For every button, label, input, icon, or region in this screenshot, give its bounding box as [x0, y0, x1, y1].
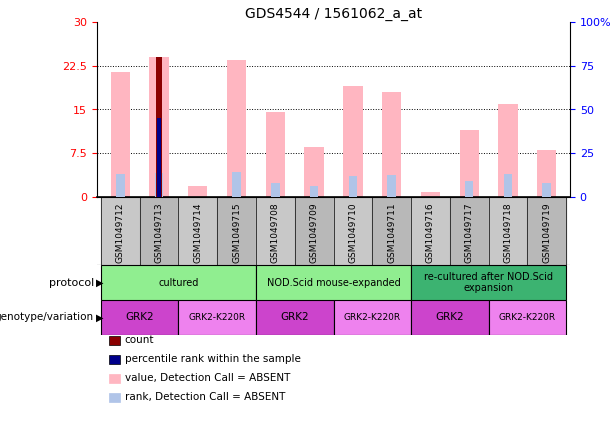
Bar: [543, 183, 551, 197]
Text: GSM1049710: GSM1049710: [348, 203, 357, 263]
Bar: [411, 300, 489, 335]
Text: GSM1049714: GSM1049714: [193, 203, 202, 263]
Bar: [150, 57, 169, 197]
Text: cultured: cultured: [158, 277, 199, 288]
Text: rank, Detection Call = ABSENT: rank, Detection Call = ABSENT: [124, 392, 285, 402]
Text: ▶: ▶: [96, 277, 103, 288]
Bar: [154, 173, 163, 197]
Text: count: count: [124, 335, 154, 345]
Bar: [110, 71, 130, 197]
Bar: [227, 60, 246, 197]
Bar: [382, 92, 402, 197]
Bar: [188, 187, 207, 197]
Text: GRK2-K220R: GRK2-K220R: [189, 313, 246, 322]
Text: re-cultured after NOD.Scid
expansion: re-cultured after NOD.Scid expansion: [424, 272, 553, 293]
Bar: [232, 173, 241, 197]
Text: genotype/variation: genotype/variation: [0, 313, 94, 322]
Bar: [372, 197, 411, 265]
Bar: [295, 197, 333, 265]
Bar: [157, 118, 161, 197]
Bar: [305, 148, 324, 197]
Text: GSM1049717: GSM1049717: [465, 203, 474, 263]
Bar: [411, 265, 566, 300]
Bar: [101, 265, 256, 300]
Bar: [333, 300, 411, 335]
Bar: [101, 300, 178, 335]
Bar: [527, 197, 566, 265]
Text: GSM1049718: GSM1049718: [503, 203, 512, 263]
Bar: [256, 300, 333, 335]
Text: GRK2: GRK2: [280, 313, 309, 322]
Text: GRK2-K220R: GRK2-K220R: [499, 313, 556, 322]
Bar: [256, 265, 411, 300]
Text: ▶: ▶: [96, 313, 103, 322]
Bar: [271, 183, 280, 197]
Bar: [450, 197, 489, 265]
Text: GRK2: GRK2: [125, 313, 154, 322]
Bar: [178, 300, 256, 335]
Text: GSM1049709: GSM1049709: [310, 203, 319, 263]
Bar: [460, 130, 479, 197]
Bar: [489, 300, 566, 335]
Text: GSM1049716: GSM1049716: [426, 203, 435, 263]
Bar: [343, 86, 362, 197]
Bar: [489, 197, 527, 265]
Bar: [116, 174, 124, 197]
Text: value, Detection Call = ABSENT: value, Detection Call = ABSENT: [124, 373, 290, 383]
Bar: [265, 113, 285, 197]
Text: protocol: protocol: [48, 277, 94, 288]
Text: GRK2: GRK2: [435, 313, 464, 322]
Bar: [140, 197, 178, 265]
Bar: [310, 186, 318, 197]
Bar: [178, 197, 217, 265]
Text: GSM1049712: GSM1049712: [116, 203, 125, 263]
Bar: [217, 197, 256, 265]
Bar: [421, 192, 440, 197]
Text: GRK2-K220R: GRK2-K220R: [344, 313, 401, 322]
Bar: [537, 150, 557, 197]
Bar: [349, 176, 357, 197]
Text: NOD.Scid mouse-expanded: NOD.Scid mouse-expanded: [267, 277, 400, 288]
Bar: [465, 181, 473, 197]
Title: GDS4544 / 1561062_a_at: GDS4544 / 1561062_a_at: [245, 7, 422, 21]
Text: percentile rank within the sample: percentile rank within the sample: [124, 354, 300, 364]
Text: GSM1049711: GSM1049711: [387, 203, 396, 263]
Bar: [256, 197, 295, 265]
Bar: [498, 104, 517, 197]
Bar: [333, 197, 372, 265]
Bar: [101, 197, 140, 265]
Bar: [156, 57, 162, 197]
Text: GSM1049713: GSM1049713: [154, 203, 164, 263]
Bar: [387, 175, 396, 197]
Text: GSM1049708: GSM1049708: [271, 203, 280, 263]
Bar: [411, 197, 450, 265]
Bar: [504, 174, 512, 197]
Text: GSM1049715: GSM1049715: [232, 203, 241, 263]
Text: GSM1049719: GSM1049719: [543, 203, 551, 263]
